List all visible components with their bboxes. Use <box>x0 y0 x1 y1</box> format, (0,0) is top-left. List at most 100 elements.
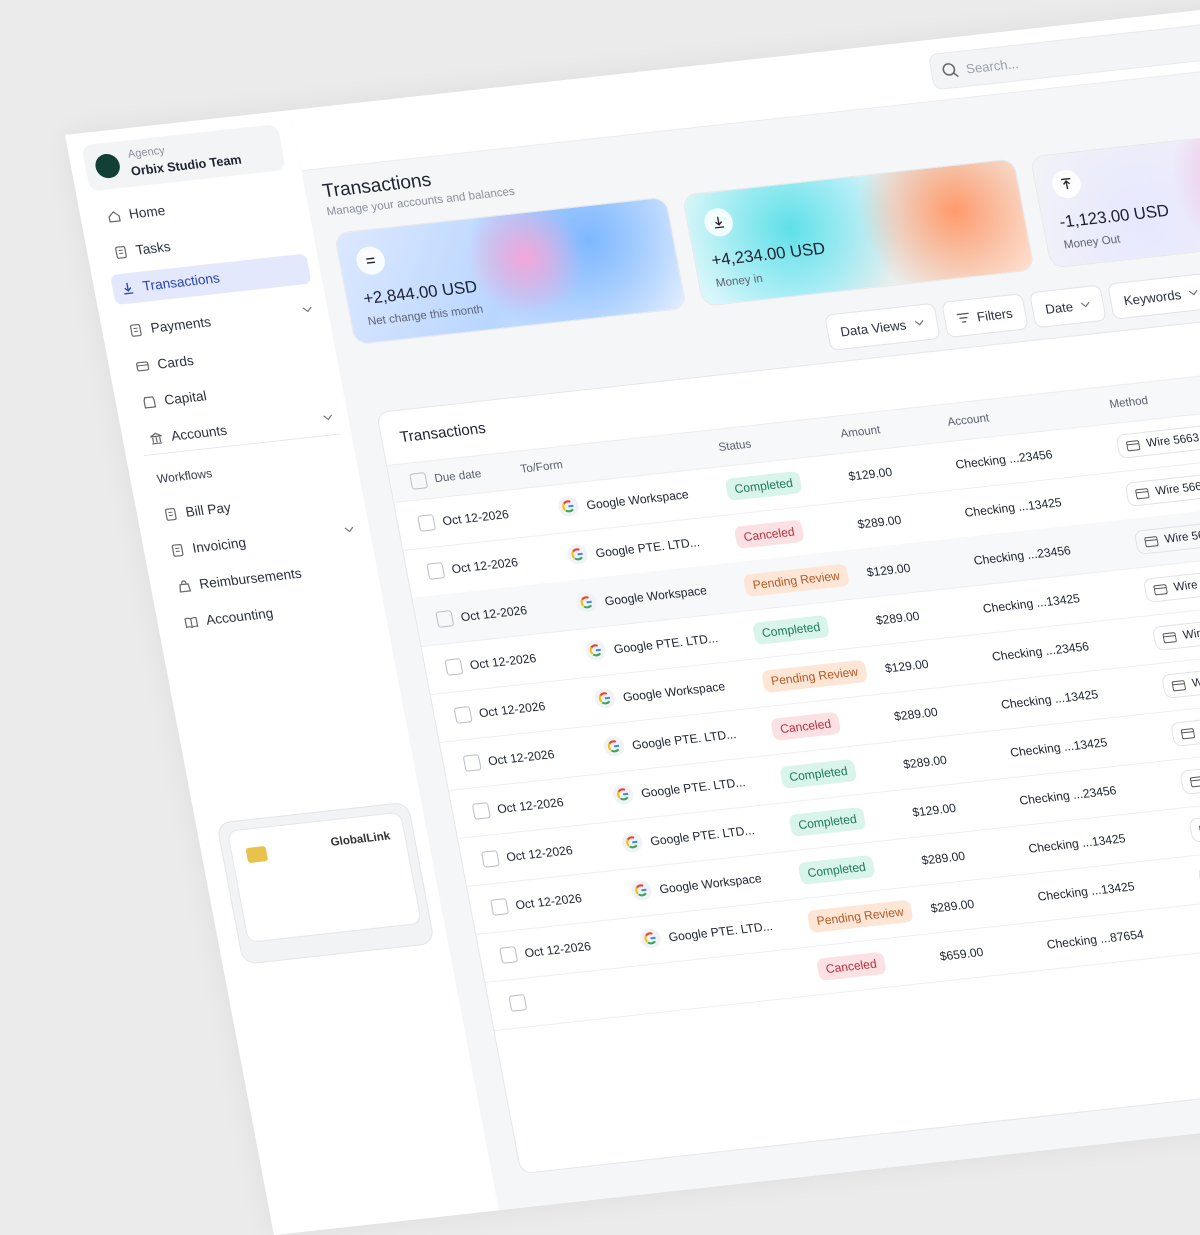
method-chip: Wire 5663 654 ****** <box>1179 755 1200 795</box>
filter-label: Date <box>1044 298 1074 316</box>
card-brand: GlobalLink <box>330 830 392 849</box>
date: Oct 12-2026 <box>523 939 592 960</box>
column-header: Due date <box>433 468 482 485</box>
card-icon <box>1144 536 1159 548</box>
account: Checking ...13425 <box>1000 687 1099 712</box>
checkbox[interactable] <box>463 754 482 772</box>
column-header: Account <box>946 412 990 429</box>
google-logo <box>602 735 626 757</box>
nav-label: Bill Pay <box>184 500 232 520</box>
google-logo <box>566 543 590 565</box>
checkbox[interactable] <box>409 472 428 490</box>
amount: $289.00 <box>920 849 966 868</box>
payee: Google PTE. LTD... <box>594 535 700 560</box>
card-icon <box>1162 632 1177 644</box>
column-header: Status <box>717 438 752 454</box>
app-window: Agency Orbix Studio Team Workflows Globa… <box>65 0 1200 1235</box>
account: Checking ...87654 <box>1045 927 1144 952</box>
payee: Google Workspace <box>622 679 727 704</box>
status-badge: Canceled <box>816 952 887 981</box>
amount: $129.00 <box>866 561 912 580</box>
nav-label: Reimbursements <box>198 565 303 591</box>
checkbox[interactable] <box>417 514 436 532</box>
icon <box>141 395 158 411</box>
status-badge: Completed <box>725 471 803 501</box>
account: Checking ...23456 <box>991 639 1090 664</box>
org-switcher[interactable]: Agency Orbix Studio Team <box>81 124 286 192</box>
checkbox[interactable] <box>444 658 463 676</box>
chevron <box>302 306 313 313</box>
card-icon <box>1180 728 1195 740</box>
method-chip: Wire 5663 654 ****** <box>1115 419 1200 459</box>
google-logo <box>575 591 599 613</box>
google-logo <box>639 927 663 949</box>
chevron <box>322 414 333 421</box>
amount: $289.00 <box>875 609 921 628</box>
method-chip: Wire 5663 654 ****** <box>1161 659 1200 699</box>
amount: $129.00 <box>911 801 957 820</box>
google-logo <box>584 639 608 661</box>
amount: $289.00 <box>893 705 939 724</box>
checkbox[interactable] <box>508 994 527 1012</box>
card-icon <box>1135 488 1150 500</box>
account: Checking ...13425 <box>1036 879 1135 904</box>
amount: $289.00 <box>856 513 902 532</box>
status-badge: Completed <box>779 759 857 789</box>
date: Oct 12-2026 <box>469 651 538 672</box>
checkbox[interactable] <box>481 850 500 868</box>
amount: $289.00 <box>902 753 948 772</box>
column-header: Method <box>1108 395 1149 411</box>
filter-icon <box>956 312 970 323</box>
checkbox[interactable] <box>426 562 445 580</box>
search-placeholder: Search... <box>965 56 1020 77</box>
payee: Google Workspace <box>585 487 690 512</box>
filter-button[interactable]: Date <box>1029 284 1107 328</box>
filter-button[interactable]: Data Views <box>824 303 940 351</box>
payee: Google Workspace <box>604 583 709 608</box>
search[interactable]: Search... ⌘ <box>928 12 1200 90</box>
checkbox[interactable] <box>490 898 509 916</box>
filter-button[interactable]: Filters <box>941 293 1029 338</box>
date: Oct 12-2026 <box>441 507 510 528</box>
method-chip: Wire 5663 654 ****** <box>1188 803 1200 843</box>
payee: Google PTE. LTD... <box>667 919 773 944</box>
nav-label: Capital <box>163 388 208 408</box>
payee: Google PTE. LTD... <box>631 727 737 752</box>
payee: Google PTE. LTD... <box>649 823 755 848</box>
account: Checking ...13425 <box>1027 831 1126 856</box>
status-badge: Canceled <box>770 712 841 741</box>
icon <box>169 543 186 559</box>
date: Oct 12-2026 <box>487 747 556 768</box>
chevron <box>1080 301 1091 308</box>
nav-label: Home <box>128 203 167 222</box>
icon <box>710 215 727 231</box>
google-logo <box>593 687 617 709</box>
checkbox[interactable] <box>499 946 518 964</box>
amount: $659.00 <box>938 945 984 964</box>
amount: $129.00 <box>884 657 930 676</box>
search-icon <box>941 61 960 79</box>
account: Checking ...23456 <box>973 543 1072 568</box>
card-face: GlobalLink <box>227 812 422 943</box>
card-chip <box>245 846 268 863</box>
payee: Google PTE. LTD... <box>640 775 746 800</box>
nav-label: Invoicing <box>191 535 247 556</box>
checkbox[interactable] <box>435 610 454 628</box>
checkbox[interactable] <box>454 706 473 724</box>
date: Oct 12-2026 <box>505 843 574 864</box>
status-badge: Pending Review <box>743 564 850 597</box>
method-chip: Wire 5663 654 ****** <box>1152 611 1200 651</box>
google-logo <box>629 879 653 901</box>
status-badge: Pending Review <box>761 660 868 693</box>
checkbox[interactable] <box>472 802 491 820</box>
google-logo <box>557 495 581 517</box>
status-badge: Completed <box>752 615 830 645</box>
card-icon <box>1171 680 1186 692</box>
icon <box>162 507 179 523</box>
nav-label: Accounts <box>170 423 228 444</box>
filter-button[interactable]: Keywords <box>1107 273 1200 320</box>
card-icon <box>1190 776 1200 788</box>
